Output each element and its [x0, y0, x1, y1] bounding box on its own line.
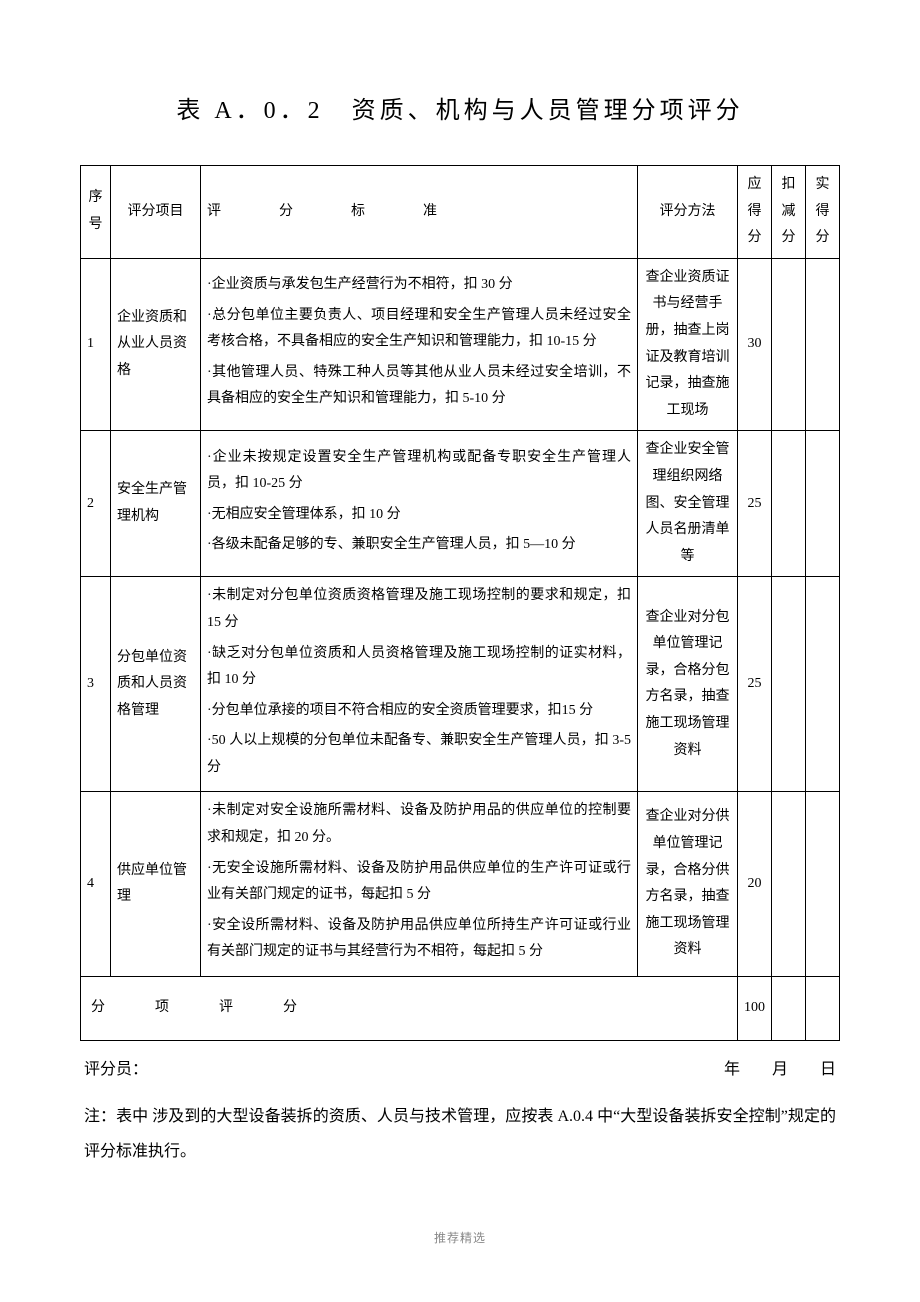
scorer-label: 评分员： [84, 1055, 148, 1079]
standard-line: ·50 人以上规模的分包单位未配备专、兼职安全生产管理人员，扣 3-5 分 [207, 728, 631, 781]
cell-item: 供应单位管理 [111, 792, 201, 977]
table-header-row: 序号 评分项目 评 分 标 准 评分方法 应得分 扣减分 实得分 [81, 166, 840, 259]
subtotal-label: 分 项 评 分 [81, 977, 738, 1041]
subtotal-should: 100 [738, 977, 772, 1041]
header-actual: 实得分 [806, 166, 840, 259]
standard-line: ·无安全设施所需材料、设备及防护用品供应单位的生产许可证或行业有关部门规定的证书… [207, 856, 631, 909]
cell-method: 查企业对分供单位管理记录，合格分供方名录，抽查施工现场管理资料 [638, 792, 738, 977]
cell-method: 查企业对分包单位管理记录，合格分包方名录，抽查施工现场管理资料 [638, 577, 738, 792]
date-label: 年 月 日 [724, 1055, 836, 1079]
cell-standard: ·企业资质与承发包生产经营行为不相符，扣 30 分 ·总分包单位主要负责人、项目经… [201, 258, 638, 431]
standard-line: ·未制定对安全设施所需材料、设备及防护用品的供应单位的控制要求和规定，扣 20 … [207, 798, 631, 851]
standard-line: ·其他管理人员、特殊工种人员等其他从业人员未经过安全培训，不具备相应的安全生产知… [207, 360, 631, 413]
table-row: 1企业资质和从业人员资格·企业资质与承发包生产经营行为不相符，扣 30 分 ·总分… [81, 258, 840, 431]
header-should: 应得分 [738, 166, 772, 259]
standard-line: ·企业资质与承发包生产经营行为不相符，扣 30 分 [207, 272, 631, 299]
standard-line: ·企业未按规定设置安全生产管理机构或配备专职安全生产管理人员，扣 10-25 分 [207, 445, 631, 498]
page-title: 表 A．0．2 资质、机构与人员管理分项评分 [80, 90, 840, 125]
signature-line: 评分员： 年 月 日 [80, 1041, 840, 1079]
note-text: 注：表中 涉及到的大型设备装拆的资质、人员与技术管理，应按表 A.0.4 中“大… [80, 1079, 840, 1169]
cell-seq: 4 [81, 792, 111, 977]
cell-seq: 1 [81, 258, 111, 431]
page-footer: 推荐精选 [80, 1229, 840, 1246]
cell-should: 30 [738, 258, 772, 431]
cell-method: 查企业资质证书与经营手册，抽查上岗证及教育培训记录，抽查施工现场 [638, 258, 738, 431]
header-item: 评分项目 [111, 166, 201, 259]
cell-item: 安全生产管理机构 [111, 431, 201, 577]
cell-standard: ·企业未按规定设置安全生产管理机构或配备专职安全生产管理人员，扣 10-25 分… [201, 431, 638, 577]
cell-actual [806, 792, 840, 977]
header-deduct: 扣减分 [772, 166, 806, 259]
header-method: 评分方法 [638, 166, 738, 259]
header-seq: 序号 [81, 166, 111, 259]
standard-line: ·各级未配备足够的专、兼职安全生产管理人员，扣 5—10 分 [207, 532, 631, 559]
cell-deduct [772, 577, 806, 792]
standard-line: ·缺乏对分包单位资质和人员资格管理及施工现场控制的证实材料，扣 10 分 [207, 641, 631, 694]
cell-actual [806, 258, 840, 431]
standard-line: ·无相应安全管理体系，扣 10 分 [207, 502, 631, 529]
cell-seq: 2 [81, 431, 111, 577]
table-row: 2安全生产管理机构·企业未按规定设置安全生产管理机构或配备专职安全生产管理人员，… [81, 431, 840, 577]
cell-deduct [772, 792, 806, 977]
standard-line: ·安全设所需材料、设备及防护用品供应单位所持生产许可证或行业有关部门规定的证书与… [207, 913, 631, 966]
cell-method: 查企业安全管理组织网络图、安全管理人员名册清单等 [638, 431, 738, 577]
cell-item: 分包单位资质和人员资格管理 [111, 577, 201, 792]
cell-should: 20 [738, 792, 772, 977]
standard-line: ·总分包单位主要负责人、项目经理和安全生产管理人员未经过安全考核合格，不具备相应… [207, 303, 631, 356]
subtotal-deduct [772, 977, 806, 1041]
standard-line: ·分包单位承接的项目不符合相应的安全资质管理要求，扣15 分 [207, 698, 631, 725]
subtotal-actual [806, 977, 840, 1041]
cell-item: 企业资质和从业人员资格 [111, 258, 201, 431]
cell-deduct [772, 258, 806, 431]
subtotal-row: 分 项 评 分 100 [81, 977, 840, 1041]
cell-actual [806, 577, 840, 792]
cell-actual [806, 431, 840, 577]
cell-should: 25 [738, 431, 772, 577]
table-row: 3分包单位资质和人员资格管理·未制定对分包单位资质资格管理及施工现场控制的要求和… [81, 577, 840, 792]
table-row: 4供应单位管理·未制定对安全设施所需材料、设备及防护用品的供应单位的控制要求和规… [81, 792, 840, 977]
standard-line: ·未制定对分包单位资质资格管理及施工现场控制的要求和规定，扣 15 分 [207, 583, 631, 636]
page: 表 A．0．2 资质、机构与人员管理分项评分 序号 评分项目 评 分 标 准 评… [0, 0, 920, 1286]
cell-standard: ·未制定对安全设施所需材料、设备及防护用品的供应单位的控制要求和规定，扣 20 … [201, 792, 638, 977]
table-body: 1企业资质和从业人员资格·企业资质与承发包生产经营行为不相符，扣 30 分 ·总分… [81, 258, 840, 976]
cell-standard: ·未制定对分包单位资质资格管理及施工现场控制的要求和规定，扣 15 分·缺乏对分… [201, 577, 638, 792]
scoring-table: 序号 评分项目 评 分 标 准 评分方法 应得分 扣减分 实得分 1企业资质和从… [80, 165, 840, 1041]
cell-deduct [772, 431, 806, 577]
cell-seq: 3 [81, 577, 111, 792]
header-standard: 评 分 标 准 [201, 166, 638, 259]
cell-should: 25 [738, 577, 772, 792]
